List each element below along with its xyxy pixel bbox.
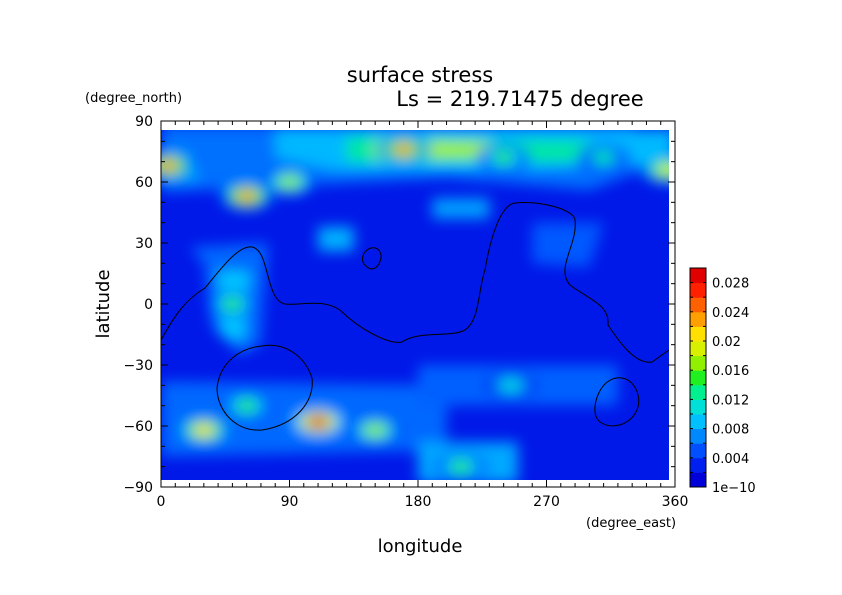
colorbar-swatch <box>690 370 706 386</box>
x-tick-label: 360 <box>662 494 689 510</box>
y-tick-label: −60 <box>123 419 153 435</box>
colorbar-swatch <box>690 268 706 284</box>
y-tick-label: 30 <box>135 236 153 252</box>
field-peak-13 <box>500 379 521 392</box>
colorbar-frame <box>689 267 707 488</box>
colorbar-swatch <box>690 472 706 488</box>
colorbar-swatch <box>690 384 706 400</box>
colorbar-label: 0.008 <box>712 423 749 438</box>
coastline-island-c <box>594 377 640 427</box>
y-tick-label: 60 <box>135 175 153 191</box>
colorbar-swatch <box>690 457 706 473</box>
y-axis-label: latitude <box>93 269 114 338</box>
colorbar-swatch <box>690 399 706 415</box>
axis-ticks <box>160 120 676 488</box>
field-peak-10 <box>365 424 386 437</box>
coastlines <box>161 201 669 431</box>
x-tick-label: 0 <box>157 494 166 510</box>
field-peak-3 <box>279 176 300 188</box>
colorbar-label: 0.02 <box>712 335 741 350</box>
colorbar-swatch <box>690 428 706 444</box>
y-tick-label: 90 <box>135 114 153 130</box>
field-peak-7 <box>222 298 243 310</box>
coastline-island-a <box>362 247 382 270</box>
coastline-island-b <box>216 344 313 431</box>
field-peak-2 <box>236 190 257 203</box>
x-tick-label: 270 <box>533 494 560 510</box>
colorbar: 1e−10 0.004 0.008 0.012 0.016 0.02 0.024 0.028 <box>689 267 756 496</box>
stress-field <box>161 130 669 480</box>
colorbar-label: 0.012 <box>712 393 749 408</box>
colorbar-swatch <box>690 355 706 371</box>
colorbar-swatch <box>690 311 706 327</box>
colorbar-swatch <box>690 297 706 313</box>
colorbar-label: 0.004 <box>712 452 749 467</box>
field-peak-12 <box>450 460 471 473</box>
field-peak-0 <box>161 159 179 172</box>
colorbar-label: 0.028 <box>712 277 749 292</box>
colorbar-swatch <box>690 341 706 357</box>
colorbar-label: 1e−10 <box>712 481 756 496</box>
chart-title: surface stress <box>347 63 493 87</box>
y-unit: (degree_north) <box>85 91 182 106</box>
colorbar-swatch <box>690 443 706 459</box>
field-peak-5 <box>493 151 514 164</box>
y-tick-label: −30 <box>123 358 153 374</box>
x-axis-label: longitude <box>378 536 463 557</box>
colorbar-label: 0.024 <box>712 306 749 321</box>
x-unit: (degree_east) <box>586 516 676 531</box>
y-tick-label: −90 <box>123 480 153 496</box>
chart-subtitle: Ls = 219.71475 degree <box>396 87 643 111</box>
colorbar-swatch <box>690 282 706 298</box>
x-tick-label: 90 <box>281 494 299 510</box>
field-peak-1 <box>657 163 669 176</box>
y-tick-label: 0 <box>144 297 153 313</box>
field-peak-6 <box>593 151 614 164</box>
field-peak-8 <box>308 415 329 428</box>
colorbar-swatch <box>690 326 706 342</box>
field-peak-9 <box>193 424 214 437</box>
axis-tick-labels: 0 90 180 270 360 90 60 30 0 −30 −60 −90 <box>123 114 688 510</box>
colorbar-label: 0.016 <box>712 364 749 379</box>
field-peak-11 <box>236 399 257 412</box>
field-peak-4 <box>393 143 414 156</box>
colorbar-swatch <box>690 414 706 430</box>
coastline-america <box>161 201 669 363</box>
x-tick-label: 180 <box>405 494 432 510</box>
